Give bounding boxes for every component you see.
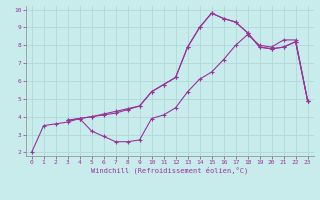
X-axis label: Windchill (Refroidissement éolien,°C): Windchill (Refroidissement éolien,°C) — [91, 167, 248, 174]
